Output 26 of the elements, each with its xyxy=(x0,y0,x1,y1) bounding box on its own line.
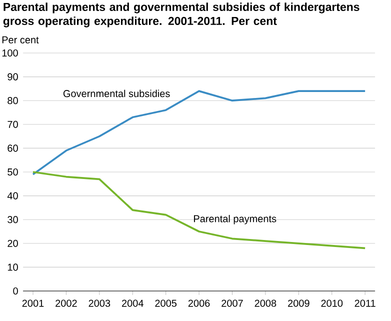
y-tick-label: 100 xyxy=(2,49,18,57)
x-tick-label: 2011 xyxy=(354,300,376,307)
x-tick-label: 2006 xyxy=(188,300,210,307)
y-tick-label: 30 xyxy=(8,216,18,224)
x-tick-label: 2008 xyxy=(254,300,276,307)
x-tick-label: 2002 xyxy=(56,300,77,307)
x-tick-label: 2010 xyxy=(321,300,343,307)
y-tick-label: 70 xyxy=(8,120,18,128)
y-tick-label: 60 xyxy=(8,144,18,152)
y-axis-title: Per cent xyxy=(2,36,39,44)
y-tick-label: 40 xyxy=(7,192,18,200)
y-tick-label: 80 xyxy=(8,97,18,104)
x-tick-label: 2003 xyxy=(88,300,110,307)
x-tick-label: 2007 xyxy=(222,300,243,307)
y-tick-label: 20 xyxy=(8,240,18,247)
series-label: Governmental subsidies xyxy=(63,90,170,98)
chart-title: Parental payments and governmental subsidies of kindergartens gross operating expenditure. 2001-2011. Per cent xyxy=(3,2,360,28)
x-tick-label: 2001 xyxy=(22,300,44,307)
y-tick-label: 50 xyxy=(8,168,18,176)
x-tick-label: 2009 xyxy=(288,300,310,307)
x-tick-label: 2004 xyxy=(122,300,144,307)
y-tick-label: 90 xyxy=(8,73,18,80)
y-tick-label: 0 xyxy=(13,287,18,295)
y-tick-label: 10 xyxy=(8,264,18,271)
series-label: Parental payments xyxy=(194,214,276,224)
x-tick-label: 2005 xyxy=(155,300,177,307)
